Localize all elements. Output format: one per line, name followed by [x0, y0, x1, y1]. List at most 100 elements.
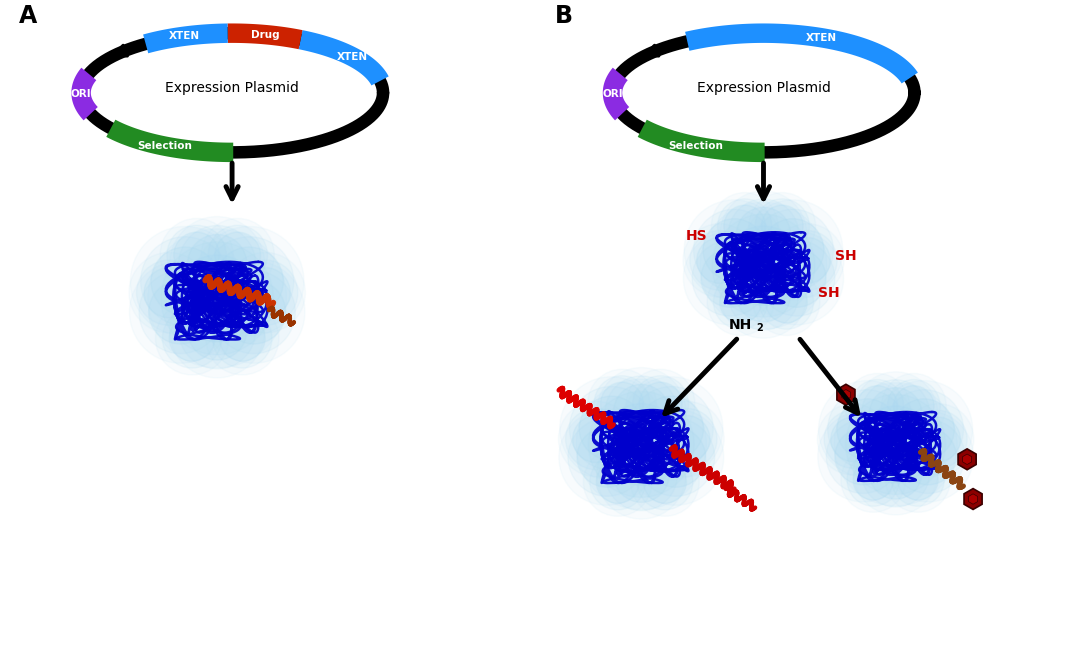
Circle shape: [869, 447, 922, 499]
Circle shape: [720, 191, 807, 278]
Circle shape: [862, 439, 930, 507]
Circle shape: [753, 269, 820, 335]
Circle shape: [201, 219, 274, 292]
Circle shape: [140, 237, 230, 326]
Circle shape: [170, 283, 265, 378]
Circle shape: [559, 377, 663, 480]
Circle shape: [831, 417, 875, 462]
Circle shape: [761, 205, 804, 247]
Polygon shape: [964, 489, 982, 510]
Circle shape: [188, 301, 247, 360]
Text: Expression Plasmid: Expression Plasmid: [165, 81, 299, 95]
Circle shape: [649, 401, 724, 477]
Circle shape: [572, 415, 620, 463]
Circle shape: [846, 395, 946, 495]
Circle shape: [232, 260, 298, 326]
Circle shape: [827, 390, 907, 469]
Circle shape: [206, 302, 279, 375]
Circle shape: [684, 231, 777, 325]
Circle shape: [188, 234, 247, 294]
Text: 2: 2: [756, 323, 764, 333]
Circle shape: [853, 430, 937, 515]
Text: ORI: ORI: [71, 89, 92, 99]
Circle shape: [703, 219, 766, 281]
Circle shape: [160, 219, 233, 292]
Circle shape: [631, 448, 699, 516]
Circle shape: [170, 217, 265, 312]
Circle shape: [835, 428, 892, 485]
Circle shape: [178, 225, 256, 303]
Circle shape: [683, 224, 756, 297]
Circle shape: [819, 381, 916, 478]
Circle shape: [766, 281, 807, 323]
Circle shape: [692, 240, 768, 316]
Polygon shape: [841, 389, 850, 400]
Circle shape: [576, 379, 706, 510]
Circle shape: [881, 374, 946, 438]
Text: ORI: ORI: [603, 89, 623, 99]
Circle shape: [720, 251, 807, 338]
Text: HS: HS: [686, 229, 707, 243]
Circle shape: [784, 238, 831, 283]
Circle shape: [707, 269, 774, 335]
Circle shape: [170, 316, 215, 361]
Circle shape: [693, 209, 775, 290]
Circle shape: [853, 460, 893, 500]
Circle shape: [204, 237, 294, 326]
Circle shape: [588, 369, 657, 438]
Circle shape: [714, 275, 768, 329]
Circle shape: [891, 420, 964, 493]
Text: Selection: Selection: [137, 141, 192, 151]
Text: SH: SH: [835, 249, 856, 262]
Circle shape: [851, 380, 904, 432]
Circle shape: [888, 380, 941, 432]
Circle shape: [213, 309, 272, 368]
Circle shape: [759, 240, 835, 316]
Circle shape: [626, 369, 694, 438]
Circle shape: [743, 200, 842, 300]
Circle shape: [167, 225, 227, 284]
Circle shape: [605, 376, 677, 449]
Circle shape: [737, 268, 791, 322]
Circle shape: [893, 399, 955, 460]
Circle shape: [656, 408, 717, 470]
Circle shape: [761, 219, 824, 281]
Circle shape: [712, 214, 815, 317]
Circle shape: [751, 231, 843, 325]
Polygon shape: [962, 454, 972, 465]
Circle shape: [728, 199, 799, 270]
Circle shape: [605, 438, 677, 510]
Circle shape: [882, 411, 973, 502]
Circle shape: [161, 242, 273, 355]
Circle shape: [130, 261, 232, 363]
Text: Drug: Drug: [251, 30, 280, 40]
Circle shape: [712, 193, 778, 259]
Circle shape: [685, 200, 784, 300]
Circle shape: [759, 275, 813, 329]
Text: Expression Plasmid: Expression Plasmid: [697, 81, 831, 95]
Circle shape: [893, 385, 934, 426]
Circle shape: [869, 387, 922, 440]
Circle shape: [818, 411, 908, 502]
Circle shape: [847, 454, 900, 506]
Circle shape: [663, 415, 710, 463]
Circle shape: [771, 224, 843, 297]
Text: NH: NH: [729, 318, 752, 332]
Circle shape: [728, 260, 799, 330]
Circle shape: [596, 430, 686, 519]
Text: Selection: Selection: [669, 141, 724, 151]
Circle shape: [613, 384, 670, 440]
Circle shape: [613, 447, 670, 503]
Circle shape: [885, 390, 963, 469]
Text: SH: SH: [819, 286, 840, 300]
Circle shape: [136, 260, 202, 326]
Text: XTEN: XTEN: [170, 31, 200, 41]
Circle shape: [594, 376, 650, 432]
Circle shape: [151, 247, 219, 316]
Circle shape: [717, 199, 772, 253]
Circle shape: [737, 207, 791, 262]
Circle shape: [778, 230, 837, 290]
Circle shape: [583, 448, 652, 516]
Circle shape: [148, 229, 286, 368]
Polygon shape: [958, 449, 976, 470]
